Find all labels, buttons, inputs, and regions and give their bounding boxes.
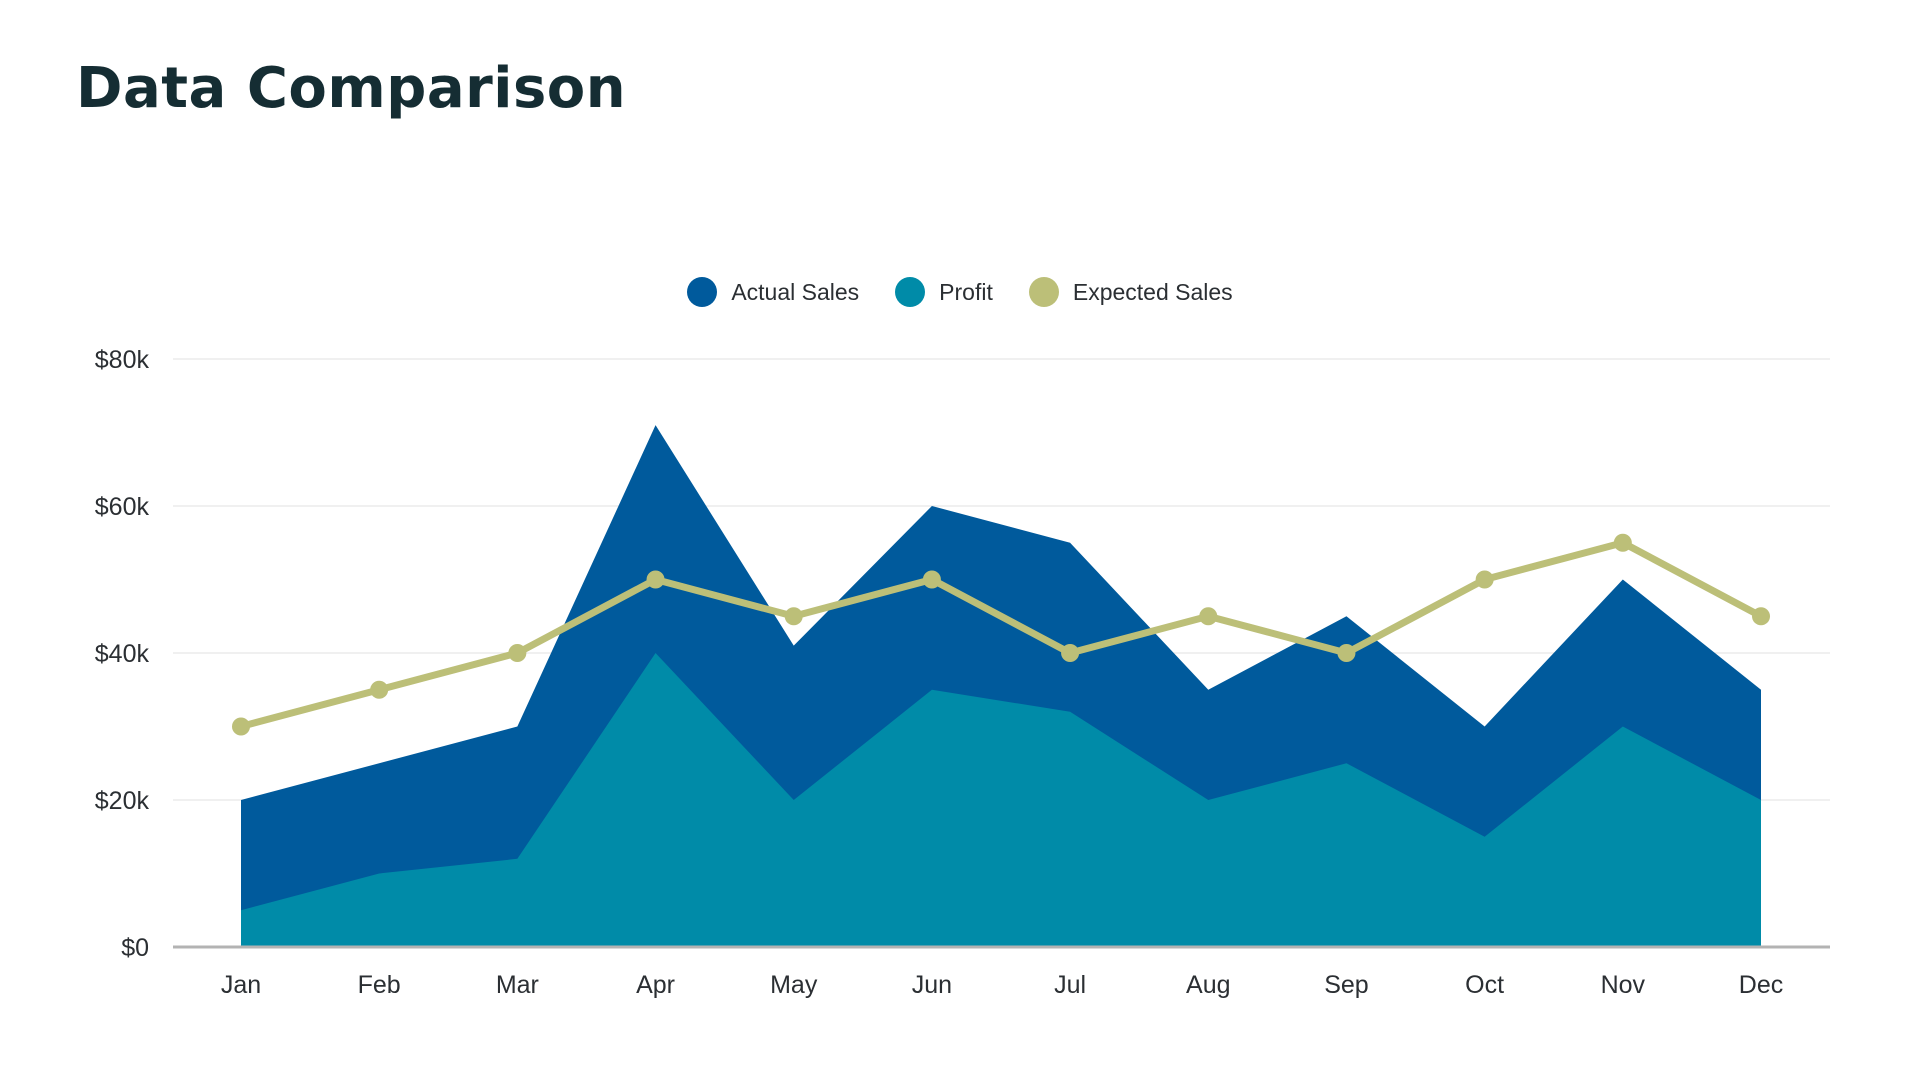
x-tick-label: Sep [1324, 971, 1368, 999]
x-tick-label: Oct [1465, 971, 1504, 999]
legend-label-profit: Profit [939, 278, 993, 305]
page-title: Data Comparison [76, 56, 627, 121]
legend-item-actual-sales[interactable]: Actual Sales [687, 277, 859, 307]
data-point-expected-sales [1061, 644, 1080, 662]
data-point-expected-sales [646, 570, 665, 589]
data-point-expected-sales [784, 607, 803, 626]
data-point-expected-sales [1337, 644, 1356, 662]
data-point-expected-sales [922, 570, 941, 589]
legend-label-expected-sales: Expected Sales [1072, 278, 1233, 305]
x-tick-label: Jan [221, 971, 261, 999]
x-tick-label: Feb [358, 971, 401, 999]
data-point-expected-sales [1752, 607, 1770, 626]
data-point-expected-sales [1475, 570, 1494, 589]
line-series-expected-sales [237, 539, 1765, 730]
data-point-expected-sales [370, 680, 389, 699]
legend-label-actual-sales: Actual Sales [731, 278, 860, 305]
area-series-profit [241, 653, 1761, 947]
chart-legend: Actual Sales Profit Expected Sales [0, 272, 1920, 312]
legend-item-profit[interactable]: Profit [895, 277, 993, 307]
data-point-expected-sales [1613, 533, 1632, 552]
data-point-expected-sales [508, 644, 527, 662]
y-tick-label: $80k [95, 346, 150, 374]
legend-item-expected-sales[interactable]: Expected Sales [1028, 277, 1233, 307]
x-tick-label: Apr [636, 971, 675, 999]
y-tick-label: $40k [95, 640, 150, 668]
x-tick-label: Jul [1054, 971, 1086, 999]
x-tick-label: Aug [1186, 971, 1230, 999]
x-tick-label: May [770, 971, 818, 999]
x-tick-label: Nov [1601, 971, 1646, 999]
y-tick-label: $60k [95, 493, 150, 521]
y-tick-label: $0 [121, 934, 149, 962]
data-point-expected-sales [1199, 607, 1218, 626]
x-tick-label: Dec [1739, 971, 1783, 999]
x-tick-label: Mar [496, 971, 539, 999]
legend-swatch-profit [895, 277, 926, 307]
y-tick-label: $20k [95, 787, 150, 815]
x-tick-label: Jun [912, 971, 952, 999]
data-point-expected-sales [232, 717, 250, 736]
legend-swatch-actual-sales [687, 277, 718, 307]
legend-swatch-expected-sales [1028, 277, 1059, 307]
